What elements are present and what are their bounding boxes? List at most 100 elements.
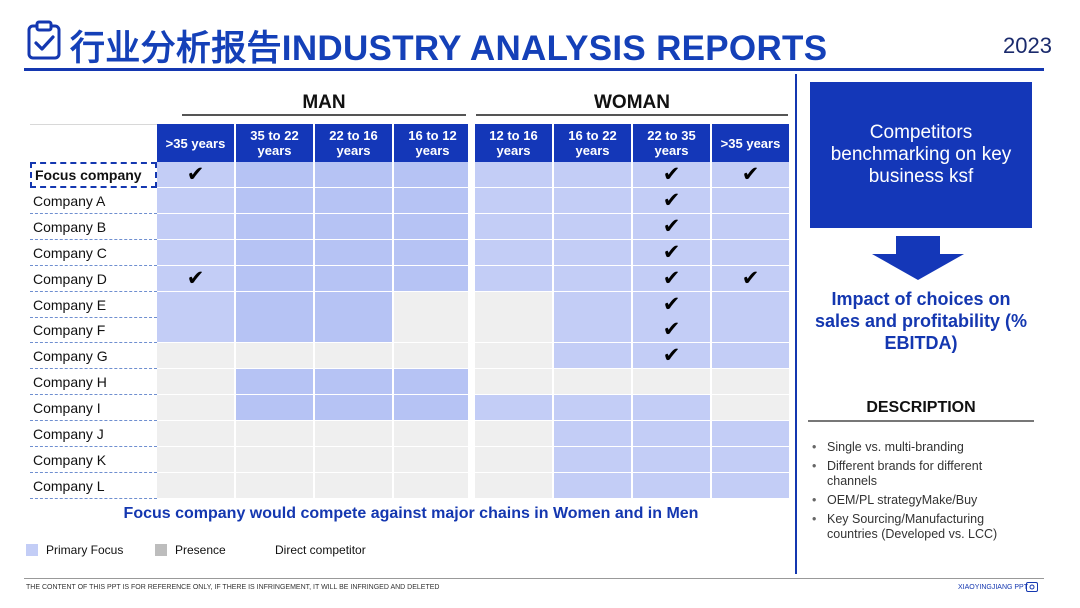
presence-cell bbox=[633, 369, 712, 396]
primary-focus-cell: ✔ bbox=[633, 265, 712, 292]
checkmark-icon: ✔ bbox=[662, 214, 681, 238]
primary-focus-cell bbox=[394, 162, 473, 188]
row-label: Company B bbox=[30, 214, 157, 240]
group-header-woman: WOMAN bbox=[594, 92, 670, 113]
presence-cell bbox=[475, 446, 554, 473]
row-label: Company J bbox=[30, 421, 157, 447]
primary-focus-cell bbox=[554, 472, 633, 499]
description-title: DESCRIPTION bbox=[866, 399, 976, 416]
column-header-man-4: 16 to 12 years bbox=[394, 124, 473, 162]
group-header-man: MAN bbox=[302, 92, 346, 113]
primary-focus-cell bbox=[236, 317, 315, 344]
primary-focus-cell: ✔ bbox=[712, 162, 791, 188]
presence-cell bbox=[315, 446, 394, 473]
table-row: Company H bbox=[30, 369, 792, 396]
legend-presence: Presence bbox=[155, 543, 226, 557]
primary-focus-cell bbox=[236, 265, 315, 292]
column-header-woman-1: 12 to 16 years bbox=[475, 124, 554, 162]
focus-company-row: Focus company ✔ ✔ ✔ bbox=[30, 162, 792, 188]
primary-focus-cell bbox=[554, 317, 633, 344]
description-item: Single vs. multi-branding bbox=[812, 440, 1034, 455]
primary-focus-cell bbox=[554, 239, 633, 266]
checkmark-icon: ✔ bbox=[741, 163, 760, 186]
column-header-woman-3: 22 to 35 years bbox=[633, 124, 712, 162]
checkmark-icon: ✔ bbox=[186, 266, 205, 290]
presence-cell bbox=[475, 317, 554, 344]
checkmark-icon: ✔ bbox=[741, 266, 760, 290]
primary-focus-cell bbox=[712, 317, 791, 344]
primary-focus-cell bbox=[394, 213, 473, 240]
column-header-woman-2: 16 to 22 years bbox=[554, 124, 633, 162]
panel-divider bbox=[795, 74, 797, 574]
primary-focus-cell bbox=[633, 472, 712, 499]
primary-focus-cell bbox=[315, 265, 394, 292]
primary-focus-cell bbox=[157, 213, 236, 240]
presence-cell bbox=[236, 421, 315, 447]
primary-focus-cell bbox=[315, 162, 394, 188]
presence-cell bbox=[315, 343, 394, 370]
primary-focus-cell bbox=[712, 239, 791, 266]
primary-focus-cell bbox=[236, 291, 315, 318]
primary-focus-cell bbox=[712, 213, 791, 240]
primary-focus-cell: ✔ bbox=[633, 213, 712, 240]
primary-focus-cell: ✔ bbox=[633, 317, 712, 344]
gender-divider bbox=[468, 124, 474, 500]
primary-focus-cell bbox=[394, 265, 473, 292]
primary-focus-cell bbox=[475, 265, 554, 292]
legend-direct-label: Direct competitor bbox=[275, 543, 366, 557]
primary-focus-cell bbox=[554, 343, 633, 370]
primary-focus-cell: ✔ bbox=[633, 291, 712, 318]
presence-cell bbox=[157, 446, 236, 473]
primary-focus-cell bbox=[554, 395, 633, 422]
benchmark-text: Competitors benchmarking on key business… bbox=[830, 122, 1012, 187]
presence-cell bbox=[236, 446, 315, 473]
presence-cell bbox=[394, 472, 473, 499]
presence-swatch bbox=[155, 544, 167, 556]
row-label: Company D bbox=[30, 266, 157, 292]
primary-focus-cell bbox=[554, 213, 633, 240]
presence-cell bbox=[475, 421, 554, 447]
table-row: Company I bbox=[30, 395, 792, 422]
legend-primary-label: Primary Focus bbox=[46, 543, 124, 557]
primary-focus-cell bbox=[712, 421, 791, 447]
group-underline-man bbox=[182, 114, 466, 116]
primary-focus-cell bbox=[475, 213, 554, 240]
primary-focus-cell bbox=[315, 395, 394, 422]
presence-cell bbox=[394, 421, 473, 447]
presence-cell bbox=[475, 472, 554, 499]
page-title: 行业分析报告INDUSTRY ANALYSIS REPORTS bbox=[70, 29, 828, 68]
primary-focus-cell bbox=[633, 421, 712, 447]
checkmark-icon: ✔ bbox=[662, 292, 681, 316]
presence-cell bbox=[712, 369, 791, 396]
primary-focus-cell bbox=[554, 187, 633, 214]
footer-brand: XIAOYINGJIANG PPT bbox=[957, 584, 1028, 591]
checkmark-icon: ✔ bbox=[662, 163, 681, 186]
primary-focus-cell bbox=[315, 291, 394, 318]
primary-focus-cell bbox=[554, 162, 633, 188]
primary-focus-cell: ✔ bbox=[633, 187, 712, 214]
checkmark-icon: ✔ bbox=[662, 240, 681, 264]
column-header-woman-4: >35 years bbox=[712, 124, 791, 162]
checkmark-icon: ✔ bbox=[662, 266, 681, 290]
description-item: Different brands for different channels bbox=[812, 459, 1034, 489]
year-label: 2023 bbox=[1003, 33, 1052, 58]
presence-cell bbox=[394, 343, 473, 370]
table-row: Company K bbox=[30, 446, 792, 473]
column-header-man-2: 35 to 22 years bbox=[236, 124, 315, 162]
footer-divider bbox=[24, 578, 1044, 579]
table-row: Company B ✔ bbox=[30, 213, 792, 240]
primary-focus-cell: ✔ bbox=[633, 239, 712, 266]
legend-direct: Direct competitor bbox=[275, 543, 366, 557]
title-divider bbox=[24, 68, 1044, 71]
primary-focus-cell bbox=[394, 369, 473, 396]
primary-focus-cell bbox=[712, 446, 791, 473]
row-label: Company G bbox=[30, 343, 157, 370]
row-label: Company I bbox=[30, 395, 157, 422]
row-label: Company L bbox=[30, 473, 157, 499]
row-label: Company C bbox=[30, 240, 157, 266]
presence-cell bbox=[236, 472, 315, 499]
primary-focus-cell bbox=[315, 239, 394, 266]
primary-focus-cell bbox=[554, 291, 633, 318]
legend-primary: Primary Focus bbox=[26, 543, 123, 557]
primary-focus-cell bbox=[236, 187, 315, 214]
